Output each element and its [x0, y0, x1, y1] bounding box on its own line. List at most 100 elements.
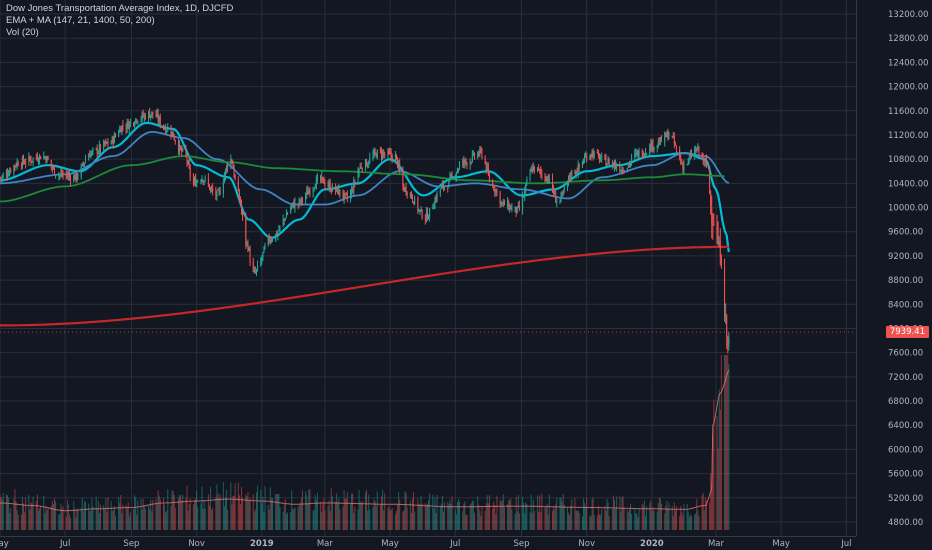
- candle-body: [436, 192, 438, 201]
- volume-bar: [246, 496, 248, 530]
- volume-bar: [406, 507, 408, 530]
- candle-body: [672, 135, 674, 137]
- candle-body: [354, 181, 356, 183]
- candle-body: [223, 175, 225, 183]
- candle-body: [405, 187, 407, 194]
- volume-bar: [727, 355, 729, 530]
- candle-body: [121, 125, 123, 134]
- volume-bar: [321, 512, 323, 530]
- candle-body: [389, 152, 391, 154]
- candle-body: [285, 214, 287, 219]
- volume-bar: [681, 511, 683, 530]
- volume-bar: [335, 501, 337, 530]
- candle-body: [478, 153, 480, 155]
- volume-bar: [338, 498, 340, 530]
- volume-bar: [582, 498, 584, 530]
- candle-body: [638, 150, 640, 156]
- volume-bar: [152, 499, 154, 530]
- y-tick-label: 5600.00: [888, 470, 923, 480]
- candle-body: [339, 189, 341, 195]
- volume-bar: [448, 504, 450, 530]
- volume-bar: [719, 409, 721, 530]
- volume-bar: [142, 498, 144, 530]
- volume-bar: [382, 489, 384, 530]
- volume-bar: [263, 512, 265, 530]
- candle-body: [290, 207, 292, 213]
- volume-bar: [2, 492, 4, 530]
- candle-body: [479, 148, 481, 154]
- candle-body: [193, 179, 195, 183]
- volume-bar: [233, 495, 235, 530]
- volume-bar: [149, 509, 151, 530]
- chart-legend: Dow Jones Transportation Average Index, …: [6, 3, 233, 39]
- candle-body: [668, 136, 670, 140]
- candle-body: [76, 172, 78, 179]
- volume-bar: [252, 494, 254, 530]
- volume-bar: [428, 500, 430, 530]
- candle-body: [593, 151, 595, 157]
- candle-body: [344, 192, 346, 194]
- candle-body: [197, 180, 199, 182]
- volume-bar: [97, 500, 99, 530]
- volume-bar: [24, 512, 26, 530]
- volume-bar: [686, 503, 688, 530]
- candle-body: [429, 208, 431, 218]
- candle-body: [621, 168, 623, 172]
- candle-body: [581, 162, 583, 167]
- volume-bar: [114, 515, 116, 530]
- candle-body: [366, 160, 368, 167]
- volume-bar: [13, 498, 15, 530]
- volume-bar: [98, 513, 100, 530]
- candle-body: [541, 173, 543, 175]
- candle-body: [156, 113, 158, 117]
- volume-bar: [695, 513, 697, 530]
- candle-body: [275, 233, 277, 241]
- candle-body: [312, 188, 314, 193]
- candle-body: [359, 166, 361, 169]
- volume-bar: [358, 489, 360, 530]
- candle-body: [89, 154, 91, 157]
- candle-body: [533, 166, 535, 172]
- candle-body: [703, 160, 705, 162]
- candle-body: [367, 164, 369, 166]
- volume-bar: [249, 497, 251, 530]
- candle-body: [679, 150, 681, 159]
- volume-bar: [591, 499, 593, 530]
- candle-body: [369, 157, 371, 163]
- volume-bar: [40, 506, 42, 530]
- candle-body: [299, 199, 301, 203]
- volume-bar: [299, 502, 301, 530]
- candle-body: [441, 183, 443, 186]
- candle-body: [217, 189, 219, 191]
- candle-body: [538, 167, 540, 169]
- candle-body: [120, 128, 122, 133]
- candle-body: [14, 165, 16, 167]
- volume-bar: [578, 512, 580, 530]
- volume-bar: [478, 504, 480, 530]
- volume-bar: [200, 503, 202, 530]
- candle-body: [92, 149, 94, 151]
- volume-bar: [171, 490, 173, 530]
- candle-body: [667, 131, 669, 140]
- volume-bar: [725, 355, 727, 530]
- volume-bar: [314, 495, 316, 530]
- volume-bar: [343, 490, 345, 530]
- volume-bar: [574, 497, 576, 530]
- candle-body: [171, 131, 173, 136]
- candle-body: [464, 159, 466, 164]
- candle-body: [384, 154, 386, 156]
- volume-bar: [384, 493, 386, 530]
- volume-bar: [70, 518, 72, 530]
- candle-body: [342, 193, 344, 199]
- volume-bar: [158, 495, 160, 530]
- volume-bar: [165, 512, 167, 530]
- volume-bar: [404, 491, 406, 530]
- volume-bar: [301, 490, 303, 530]
- candle-body: [43, 156, 45, 159]
- candle-body: [472, 152, 474, 155]
- y-tick-label: 7600.00: [888, 349, 923, 359]
- volume-bar: [182, 494, 184, 530]
- candle-body: [426, 211, 428, 220]
- volume-bar: [561, 501, 563, 530]
